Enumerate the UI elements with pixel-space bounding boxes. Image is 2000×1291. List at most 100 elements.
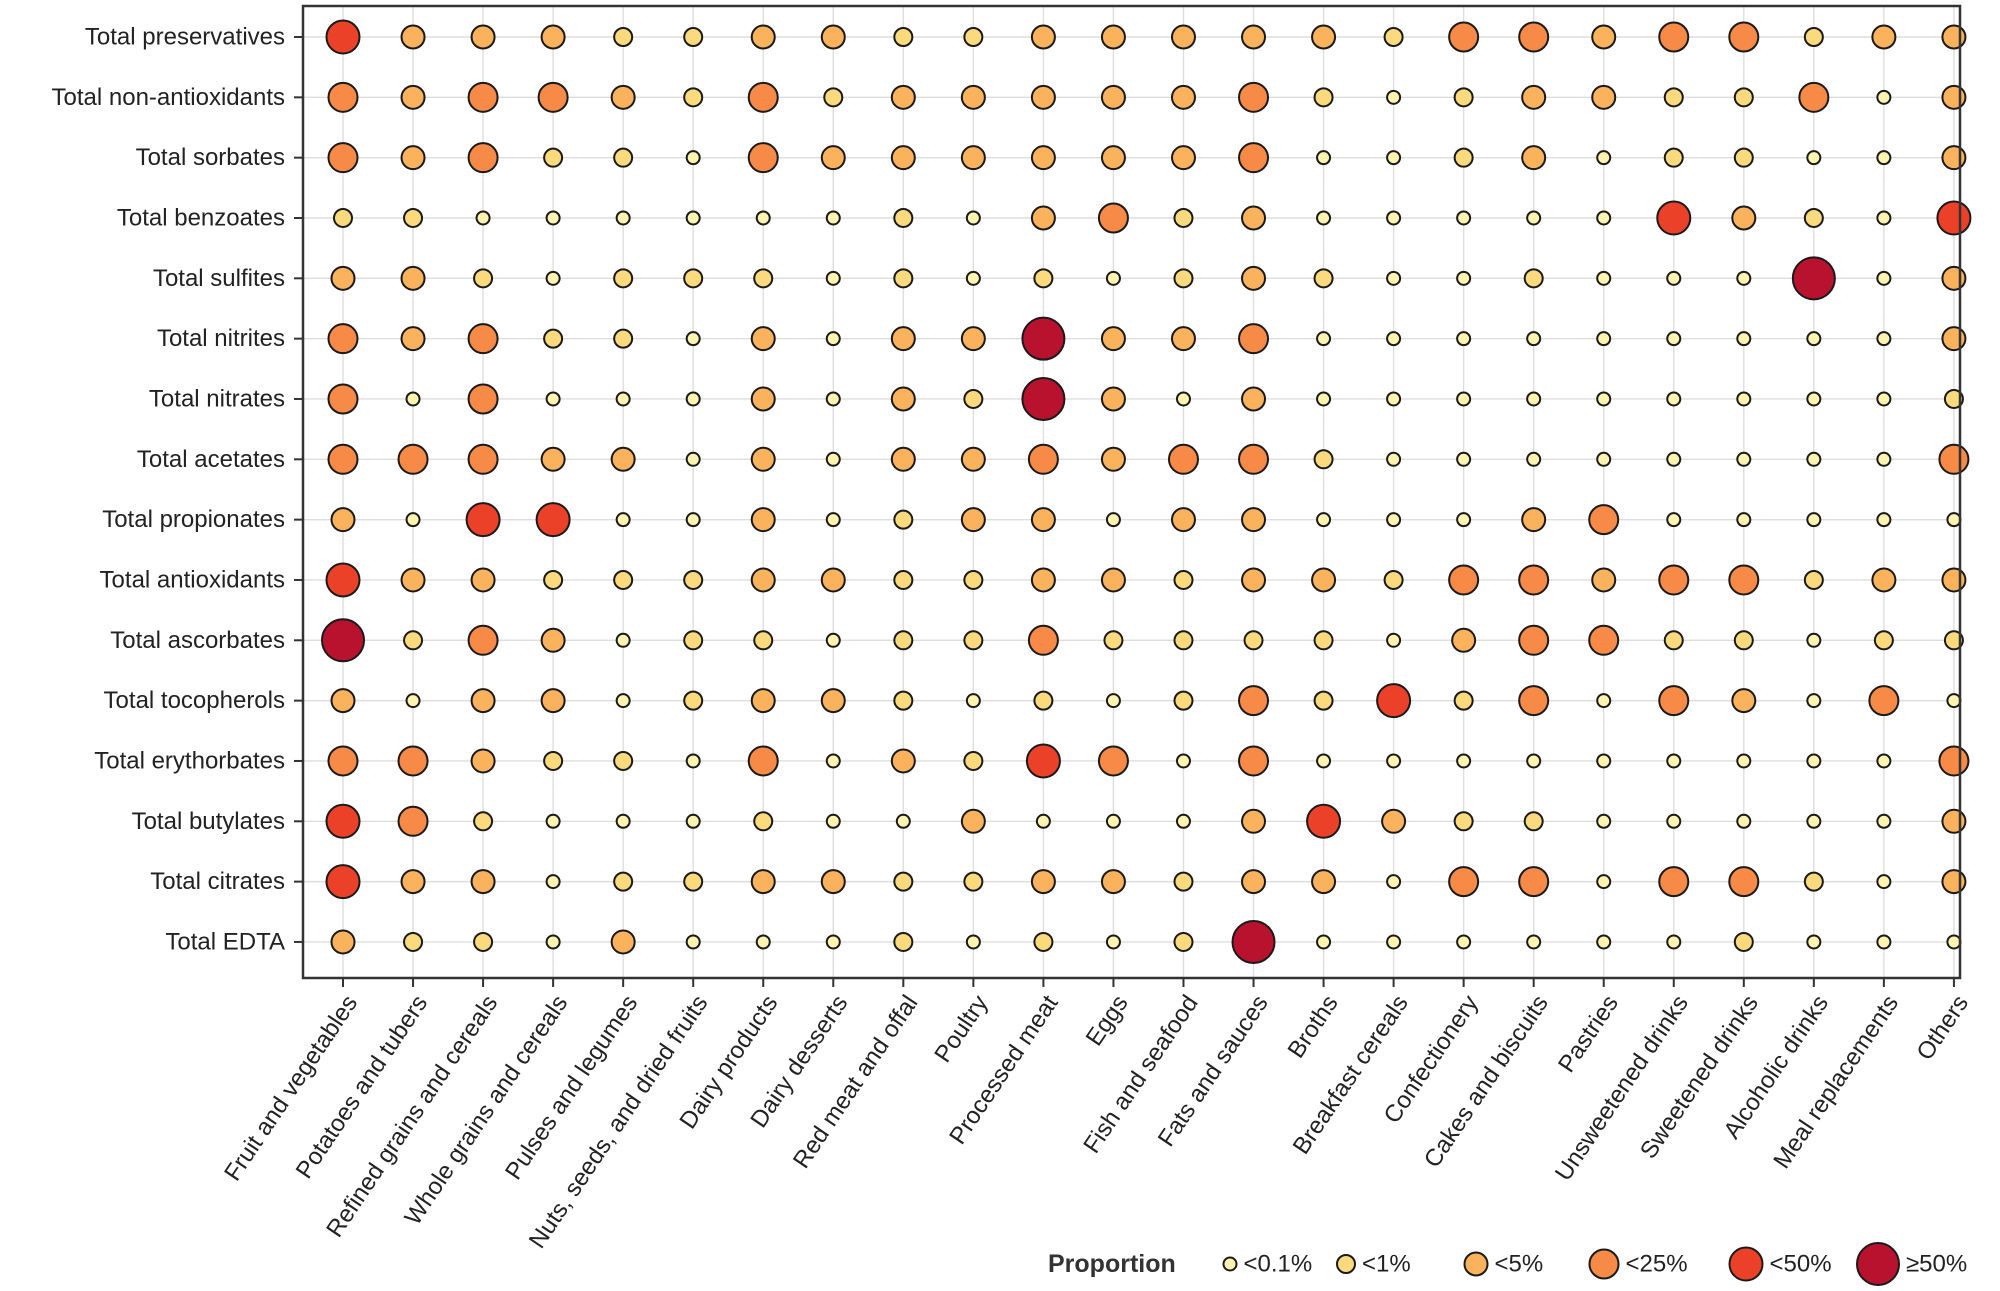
- bubble-point: [475, 210, 491, 226]
- bubble-point: [1313, 630, 1334, 651]
- col-label: Fruit and vegetables: [219, 990, 363, 1185]
- bubble-point: [1806, 150, 1822, 166]
- bubble-point: [1453, 811, 1474, 832]
- bubble-point: [1941, 567, 1967, 593]
- bubble-point: [1456, 753, 1472, 769]
- bubble-point: [1453, 690, 1474, 711]
- bubble-point: [613, 27, 634, 47]
- bubble-point: [1591, 567, 1617, 593]
- bubble-point: [1386, 874, 1402, 890]
- bubble-point: [825, 391, 841, 407]
- bubble-point: [893, 931, 914, 952]
- legend-label: <0.1%: [1244, 1251, 1313, 1278]
- bubble-point: [960, 326, 986, 352]
- bubble-point: [1658, 564, 1690, 596]
- bubble-point: [1173, 207, 1194, 228]
- bubble-point: [1596, 270, 1612, 286]
- bubble-point: [1448, 866, 1480, 898]
- bubble-point: [963, 630, 984, 651]
- row-label: Total nitrites: [157, 325, 285, 352]
- bubble-point: [1238, 142, 1270, 174]
- bubble-point: [825, 753, 841, 769]
- bubble-point: [1876, 934, 1892, 950]
- bubble-point: [960, 145, 986, 171]
- bubble-point: [1386, 210, 1402, 226]
- bubble-point: [893, 630, 914, 651]
- row-label: Total erythorbates: [94, 747, 285, 774]
- bubble-point: [753, 811, 774, 832]
- bubble-point: [1596, 210, 1612, 226]
- bubble-point: [1946, 934, 1962, 950]
- bubble-point: [685, 391, 701, 407]
- bubble-point: [750, 326, 776, 352]
- row-label: Total butylates: [132, 808, 285, 835]
- bubble-point: [893, 27, 914, 47]
- bubble-point: [960, 507, 986, 533]
- bubble-point: [327, 81, 359, 113]
- bubble-point: [1313, 449, 1334, 470]
- bubble-point: [1521, 507, 1547, 533]
- bubble-point: [1938, 745, 1970, 777]
- bubble-point: [1941, 326, 1967, 352]
- bubble-point: [1663, 630, 1684, 651]
- bubble-point: [1030, 869, 1056, 895]
- bubble-point: [747, 142, 779, 174]
- bubble-point: [1386, 89, 1402, 105]
- bubble-point: [615, 813, 631, 829]
- bubble-point: [1456, 451, 1472, 467]
- bubble-point: [1100, 386, 1126, 412]
- bubble-point: [1806, 934, 1822, 950]
- bubble-point: [1241, 265, 1267, 291]
- bubble-point: [1806, 693, 1822, 709]
- row-label: Total sorbates: [136, 144, 285, 171]
- bubble-point: [1386, 150, 1402, 166]
- bubble-point: [540, 688, 566, 714]
- bubble-point: [615, 632, 631, 648]
- bubble-point: [820, 145, 846, 171]
- bubble-point: [825, 632, 841, 648]
- bubble-point: [1596, 693, 1612, 709]
- bubble-point: [543, 147, 564, 168]
- bubble-point: [1663, 147, 1684, 168]
- bubble-point: [543, 569, 564, 590]
- bubble-point: [1876, 150, 1892, 166]
- bubble-point: [1733, 931, 1754, 952]
- bubble-point: [1526, 210, 1542, 226]
- col-label: Meal replacements: [1768, 990, 1904, 1173]
- bubble-point: [893, 268, 914, 289]
- bubble-point: [1666, 753, 1682, 769]
- bubble-point: [1591, 84, 1617, 110]
- bubble-point: [1383, 569, 1404, 590]
- bubble-point: [685, 753, 701, 769]
- bubble-point: [1311, 24, 1337, 50]
- bubble-point: [1097, 202, 1129, 234]
- bubble-point: [1386, 753, 1402, 769]
- bubble-point: [1448, 21, 1480, 53]
- col-label: Eggs: [1081, 990, 1134, 1050]
- col-label: Broths: [1283, 990, 1344, 1063]
- bubble-point: [397, 443, 429, 475]
- bubble-point: [1030, 567, 1056, 593]
- bubble-point: [467, 142, 499, 174]
- bubble-point: [615, 391, 631, 407]
- bubble-point: [1030, 205, 1056, 231]
- bubble-point: [1173, 871, 1194, 892]
- bubble-point: [750, 24, 776, 50]
- bubble-point: [1666, 331, 1682, 347]
- bubble-point: [1871, 24, 1897, 50]
- bubble-marks: [321, 19, 1972, 964]
- bubble-point: [1030, 145, 1056, 171]
- legend-swatch: [1728, 1246, 1764, 1282]
- bubble-point: [1941, 265, 1967, 291]
- bubble-point: [1241, 205, 1267, 231]
- bubble-point: [1030, 507, 1056, 533]
- bubble-point: [1666, 451, 1682, 467]
- bubble-point: [1736, 270, 1752, 286]
- bubble-point: [1456, 331, 1472, 347]
- legend-swatch: [1856, 1242, 1900, 1286]
- bubble-point: [1105, 813, 1121, 829]
- bubble-point: [960, 808, 986, 834]
- bubble-point: [610, 929, 636, 955]
- bubble-point: [1456, 934, 1472, 950]
- bubble-point: [683, 690, 704, 711]
